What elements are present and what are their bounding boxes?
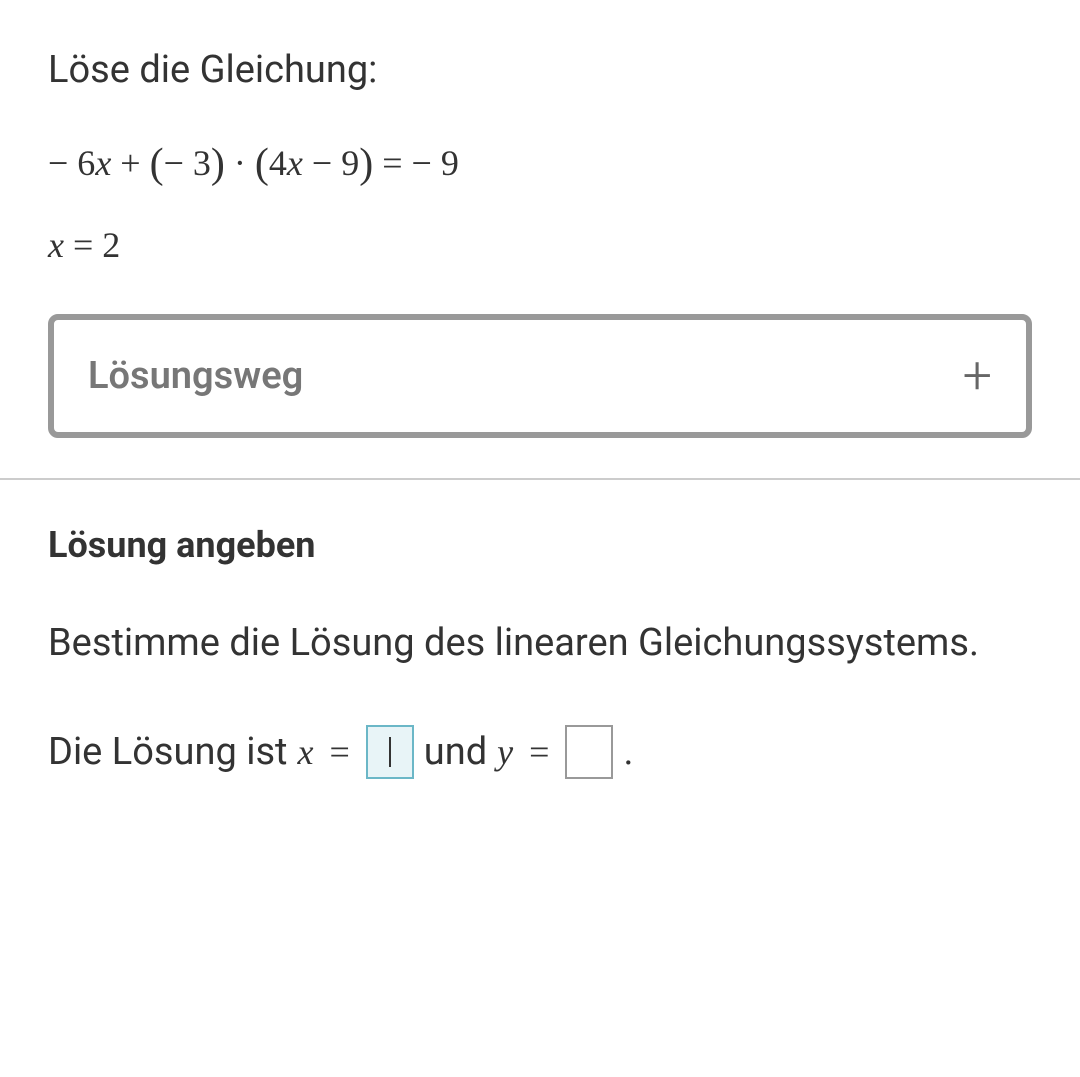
eq-rhs: − 9 [412, 143, 459, 183]
answer-section: Lösung angeben Bestimme die Lösung des l… [0, 480, 1080, 827]
answer-prefix: Die Lösung ist [48, 730, 288, 774]
eq-term1-var: x [95, 143, 111, 183]
eq-factor-open: ( [150, 141, 164, 187]
eq-inner-var: x [287, 143, 303, 183]
eq-plus: + [111, 143, 149, 183]
eq-paren-open: ( [255, 141, 269, 187]
y-input[interactable] [565, 725, 613, 779]
equation: − 6x + (− 3) · (4x − 9) = − 9 [48, 140, 1032, 188]
plus-icon: + [963, 350, 992, 402]
eq-sign-x: = [329, 731, 349, 773]
eq-term1-coef: − 6 [48, 143, 95, 183]
answer-body: Bestimme die Lösung des linearen Gleichu… [48, 614, 1032, 673]
solution-line: x = 2 [48, 224, 1032, 266]
problem-section: Löse die Gleichung: − 6x + (− 3) · (4x −… [0, 0, 1080, 478]
x-input[interactable] [366, 725, 414, 779]
eq-sign-y: = [529, 731, 549, 773]
solution-var: x [48, 225, 64, 265]
solution-steps-accordion[interactable]: Lösungsweg + [48, 314, 1032, 438]
eq-factor-close: ) [211, 141, 225, 187]
solution-eq: = [64, 225, 102, 265]
answer-subheading: Lösung angeben [48, 524, 1032, 566]
var-y: y [497, 731, 513, 773]
eq-inner-minus: − 9 [303, 143, 359, 183]
period: . [623, 730, 633, 774]
instruction-text: Löse die Gleichung: [48, 48, 1032, 92]
eq-dot: · [225, 143, 255, 183]
var-x: x [298, 731, 314, 773]
and-text: und [424, 730, 487, 774]
answer-line: Die Lösung ist x = und y = . [48, 725, 1032, 779]
accordion-label: Lösungsweg [88, 354, 303, 398]
eq-eq: = [373, 143, 411, 183]
eq-factor-neg: − 3 [164, 143, 211, 183]
eq-paren-close: ) [359, 141, 373, 187]
solution-val: 2 [102, 225, 120, 265]
eq-inner-coef: 4 [269, 143, 287, 183]
